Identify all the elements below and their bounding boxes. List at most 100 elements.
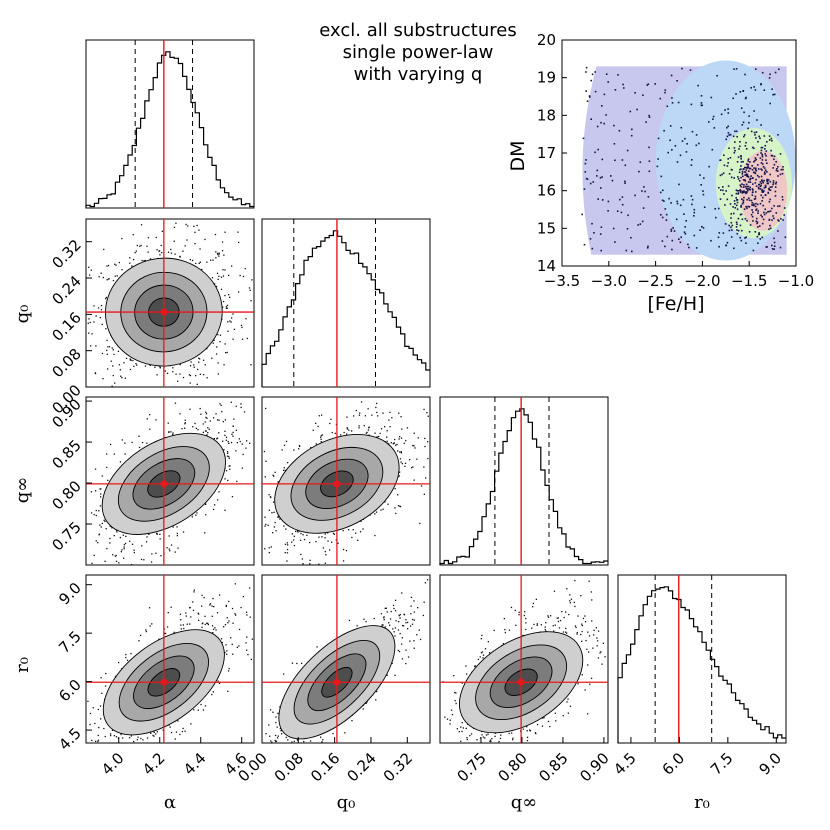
scatter-point: [365, 621, 367, 623]
scatter-point: [322, 739, 324, 741]
scatter-point: [204, 705, 207, 707]
scatter-point: [211, 357, 213, 359]
scatter-point: [283, 444, 286, 446]
scatter-point: [156, 731, 158, 733]
scatter-point: [201, 623, 203, 625]
scatter-point: [277, 712, 279, 714]
scatter-point: [222, 269, 224, 271]
scatter-point: [87, 700, 89, 702]
scatter-point: [140, 244, 142, 247]
scatter-point: [283, 525, 285, 527]
scatter-point: [273, 475, 275, 477]
scatter-point: [224, 294, 226, 297]
scatter-point: [213, 606, 215, 608]
scatter-point: [555, 720, 557, 722]
scatter-point: [169, 550, 171, 552]
scatter-point: [216, 437, 219, 439]
scatter-point: [543, 717, 545, 719]
scatter-point: [122, 737, 124, 739]
scatter-point: [401, 637, 403, 639]
scatter-point: [409, 640, 411, 642]
scatter-point: [203, 597, 205, 599]
scatter-point: [419, 638, 422, 641]
scatter-point: [228, 455, 230, 458]
scatter-point: [292, 539, 295, 541]
scatter-point: [286, 552, 289, 554]
scatter-point: [302, 534, 304, 536]
scatter-point: [407, 621, 409, 624]
scatter-point: [206, 434, 208, 436]
scatter-point: [220, 288, 223, 290]
scatter-point: [224, 343, 226, 345]
scatter-point: [193, 366, 195, 368]
scatter-point: [227, 690, 229, 692]
scatter-point: [574, 605, 576, 608]
scatter-point: [146, 536, 148, 538]
scatter-point: [97, 307, 100, 309]
scatter-point: [225, 307, 228, 309]
scatter-point: [149, 428, 151, 430]
scatter-point: [481, 634, 483, 637]
scatter-point: [535, 598, 537, 600]
scatter-point: [243, 411, 246, 413]
scatter-point: [90, 269, 92, 271]
scatter-point: [121, 377, 123, 379]
scatter-point: [321, 536, 323, 538]
scatter-point: [246, 636, 248, 638]
scatter-point: [399, 633, 401, 635]
scatter-point: [277, 515, 279, 518]
scatter-point: [238, 438, 240, 440]
scatter-point: [148, 607, 151, 609]
scatter-point: [125, 357, 128, 359]
scatter-point: [212, 691, 214, 693]
scatter-point: [94, 372, 96, 374]
scatter-point: [386, 440, 388, 442]
scatter-point: [112, 279, 115, 282]
scatter-point: [285, 440, 288, 443]
scatter-point: [110, 734, 112, 737]
scatter-point: [204, 238, 206, 241]
scatter-point: [205, 411, 207, 413]
scatter-point: [218, 253, 220, 255]
scatter-point: [202, 423, 204, 425]
scatter-point: [238, 241, 240, 244]
scatter-point: [181, 730, 183, 733]
scatter-point: [143, 559, 145, 561]
scatter-point: [265, 733, 267, 735]
scatter-point: [218, 275, 220, 277]
scatter-point: [383, 616, 385, 618]
scatter-point: [190, 723, 192, 725]
scatter-point: [168, 431, 170, 433]
scatter-point: [105, 296, 107, 299]
scatter-point: [89, 712, 92, 715]
scatter-point: [353, 415, 355, 417]
scatter-point: [399, 614, 401, 616]
scatter-point: [400, 451, 402, 453]
scatter-point: [482, 736, 485, 738]
scatter-point: [228, 600, 230, 603]
scatter-point: [465, 727, 467, 729]
scatter-point: [413, 432, 415, 434]
scatter-point: [185, 223, 187, 226]
scatter-point: [106, 466, 108, 469]
scatter-point: [275, 740, 277, 743]
scatter-point: [111, 347, 113, 349]
scatter-point: [166, 547, 168, 549]
scatter-point: [224, 509, 226, 511]
scatter-point: [482, 654, 485, 656]
scatter-point: [159, 254, 161, 256]
scatter-point: [186, 239, 188, 241]
scatter-point: [401, 463, 403, 465]
scatter-point: [533, 623, 535, 626]
scatter-point: [524, 611, 526, 613]
scatter-point: [394, 627, 397, 629]
scatter-point: [212, 259, 214, 261]
scatter-point: [264, 476, 266, 478]
scatter-point: [137, 736, 139, 738]
corner-panels: 4.0 4.2 4.4 4.60.00 0.08 0.16 0.24 0.32 0.75 0.80…: [48, 39, 787, 785]
scatter-point: [489, 652, 491, 654]
scatter-point: [238, 291, 240, 293]
scatter-point: [100, 496, 102, 498]
scatter-point: [573, 601, 575, 604]
scatter-point: [397, 505, 400, 507]
